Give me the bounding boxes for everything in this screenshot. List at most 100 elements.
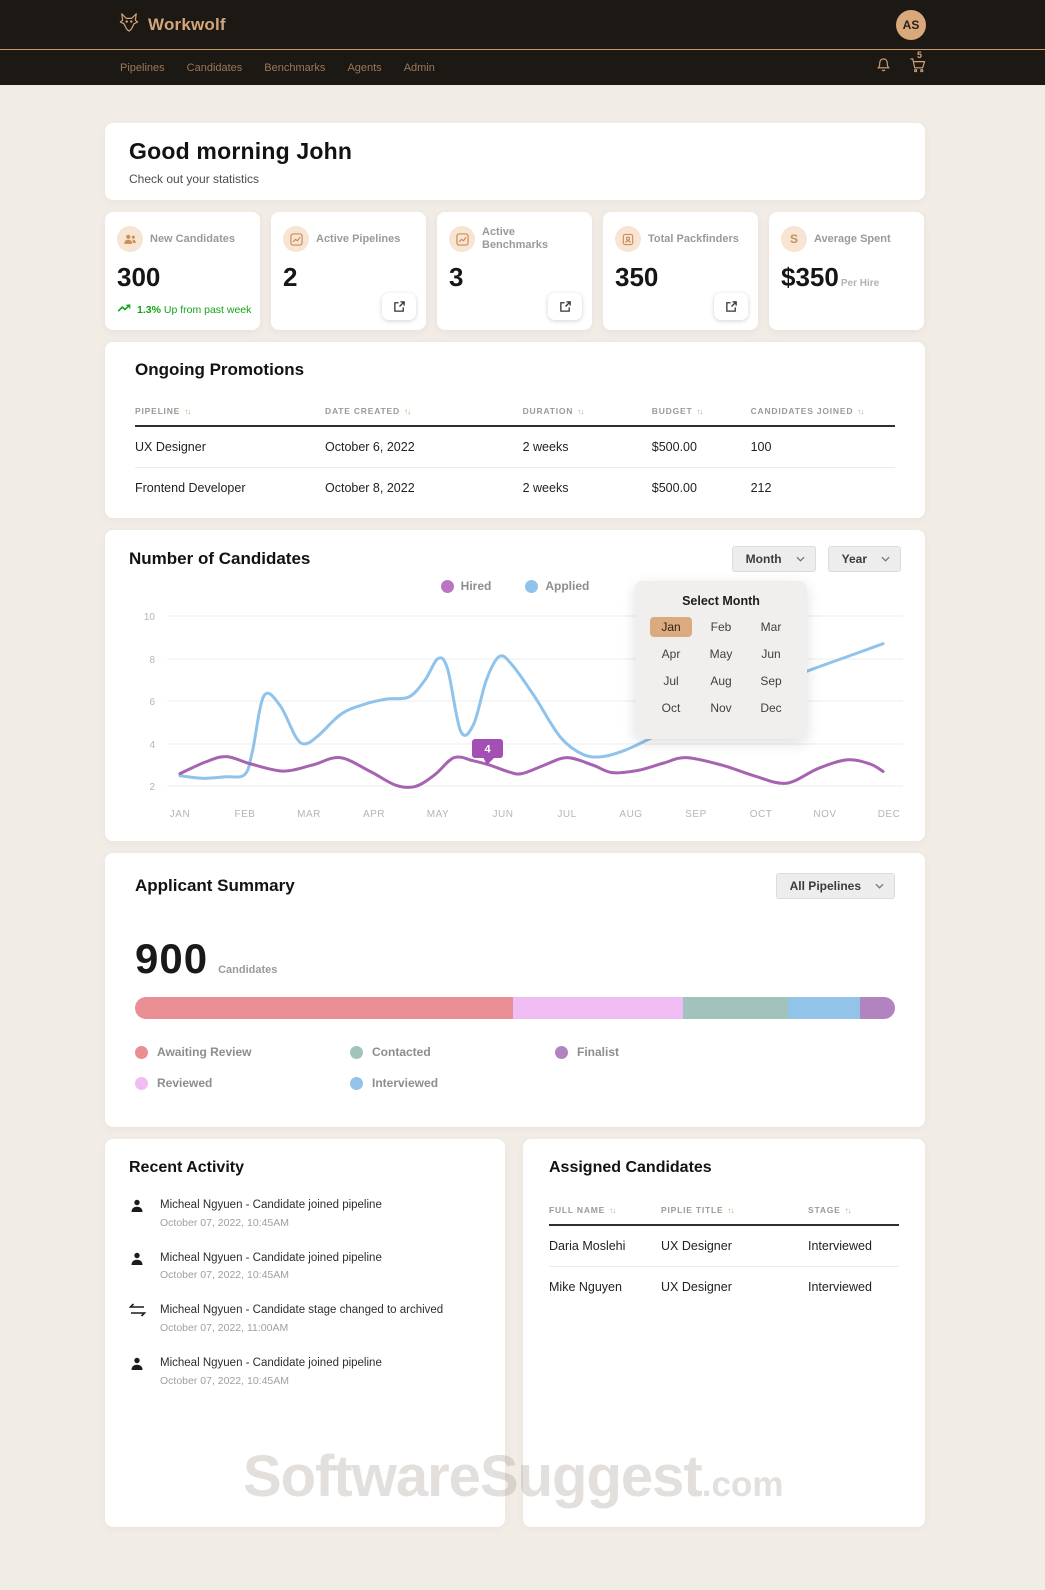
nav-item-pipelines[interactable]: Pipelines [120,61,165,74]
month-option-sep[interactable]: Sep [760,674,782,688]
sort-icon: ↑↓ [403,407,411,416]
stat-card-average-spent: S Average Spent $350 Per Hire [769,212,924,330]
assigned-candidates-card: Assigned Candidates FULL NAME ↑↓ PIPLIE T… [523,1139,925,1527]
main-nav: Pipelines Candidates Benchmarks Agents A… [0,50,1045,85]
month-option-aug[interactable]: Aug [710,674,732,688]
nav-item-admin[interactable]: Admin [403,61,435,74]
chart-icon [283,226,309,252]
month-option-feb[interactable]: Feb [710,620,732,634]
bottom-row: Recent Activity Micheal Ngyuen - Candida… [105,1139,925,1527]
sort-icon: ↑↓ [577,407,584,416]
legend-item-hired[interactable]: Hired [440,579,491,593]
activity-timestamp: October 07, 2022, 10:45AM [160,1374,289,1387]
popup-title: Select Month [682,594,760,608]
month-option-may[interactable]: May [709,647,733,661]
legend-item-applied[interactable]: Applied [525,579,589,593]
svg-text:JAN: JAN [170,809,190,820]
recent-activity-card: Recent Activity Micheal Ngyuen - Candida… [105,1139,505,1527]
svg-text:MAY: MAY [427,809,449,820]
stat-label: Active Benchmarks [482,226,549,251]
stat-card-new-candidates: New Candidates 300 1.3% Up from past wee… [105,212,260,330]
nav-item-agents[interactable]: Agents [347,61,382,74]
table-row: UX Designer October 6, 2022 2 weeks $500… [135,426,895,468]
sort-icon: ↑↓ [696,407,703,416]
column-header-duration[interactable]: DURATION ↑↓ [522,398,652,427]
brand[interactable]: Workwolf [118,12,226,37]
total-candidates-label: Candidates [218,964,278,976]
section-title: Ongoing Promotions [135,360,305,379]
stat-card-active-benchmarks: Active Benchmarks 3 [437,212,592,330]
svg-text:SEP: SEP [685,809,707,820]
nav-item-candidates[interactable]: Candidates [186,61,243,74]
column-header-budget[interactable]: BUDGET ↑↓ [651,398,751,427]
column-header-full-name[interactable]: FULL NAME ↑↓ [549,1197,661,1226]
month-option-oct[interactable]: Oct [661,701,681,715]
svg-text:FEB: FEB [235,809,256,820]
column-header-pipeline-title[interactable]: PIPLIE TITLE ↑↓ [661,1197,808,1226]
month-option-jul[interactable]: Jul [663,674,679,688]
cart-icon[interactable]: 5 [909,50,926,78]
brand-name: Workwolf [148,14,226,34]
svg-text:4: 4 [484,744,491,756]
svg-text:JUN: JUN [493,809,514,820]
chevron-down-icon [796,556,805,562]
table-row: Daria Moslehi UX Designer Interviewed [549,1225,899,1267]
sort-icon: ↑↓ [184,407,191,416]
sort-icon: ↑↓ [609,1206,616,1215]
open-external-button[interactable] [382,293,416,320]
month-option-mar[interactable]: Mar [760,620,782,634]
month-select[interactable]: Month [731,546,816,572]
segment-finalist [860,997,895,1019]
promotions-table: PIPELINE ↑↓ DATE CREATED ↑↓ DURATION ↑↓ BUD… [135,398,895,508]
segment-interviewed [787,997,860,1019]
chevron-down-icon [875,883,884,889]
dollar-icon: S [781,226,807,252]
trend-up-icon [117,304,132,316]
column-header-pipeline[interactable]: PIPELINE ↑↓ [135,398,325,427]
column-header-stage[interactable]: STAGE ↑↓ [808,1197,899,1226]
svg-text:NOV: NOV [813,809,836,820]
stat-value: 3 [449,262,464,292]
summary-legend: Awaiting Review Contacted Finalist Revie… [135,1045,895,1090]
month-option-apr[interactable]: Apr [661,647,681,661]
open-external-button[interactable] [548,293,582,320]
activity-item: Micheal Ngyuen - Candidate joined pipeli… [129,1355,481,1387]
notifications-bell-icon[interactable] [876,57,891,78]
stat-value-suffix: Per Hire [840,278,880,289]
pipelines-filter-select[interactable]: All Pipelines [775,873,895,899]
applied-dot [525,579,539,593]
section-title: Number of Candidates [129,549,311,568]
hired-line [178,755,885,790]
legend-reviewed: Reviewed [135,1076,350,1090]
svg-text:4: 4 [149,740,155,751]
nav-item-benchmarks[interactable]: Benchmarks [264,61,326,74]
assigned-candidates-table: FULL NAME ↑↓ PIPLIE TITLE ↑↓ STAGE ↑↓ Daria… [549,1197,899,1307]
greeting-card: Good morning John Check out your statist… [105,123,925,200]
month-option-jun[interactable]: Jun [761,647,781,661]
activity-item: Micheal Ngyuen - Candidate stage changed… [128,1302,481,1334]
svg-text:10: 10 [144,612,156,623]
top-header: Workwolf AS [0,0,1045,50]
chevron-down-icon [881,556,890,562]
segment-reviewed [513,997,683,1019]
wolf-logo-icon [118,12,140,37]
open-external-button[interactable] [714,293,748,320]
svg-text:MAR: MAR [297,809,321,820]
user-avatar[interactable]: AS [896,9,926,40]
stat-label: Active Pipelines [316,232,401,245]
column-header-date-created[interactable]: DATE CREATED ↑↓ [325,398,523,427]
activity-item: Micheal Ngyuen - Candidate joined pipeli… [129,1197,481,1229]
activity-item: Micheal Ngyuen - Candidate joined pipeli… [129,1250,481,1281]
nav-actions: 5 [876,50,926,78]
reviewed-dot [135,1076,148,1090]
svg-text:8: 8 [149,655,155,666]
legend-interviewed: Interviewed [350,1076,555,1090]
segment-contacted [682,997,788,1019]
stat-label: New Candidates [150,232,235,245]
month-option-dec[interactable]: Dec [760,701,782,715]
month-option-jan[interactable]: Jan [650,617,692,637]
stat-value: 2 [283,262,298,292]
month-option-nov[interactable]: Nov [710,701,732,715]
column-header-candidates-joined[interactable]: CANDIDATES JOINED ↑↓ [750,398,895,427]
year-select[interactable]: Year [827,546,901,572]
